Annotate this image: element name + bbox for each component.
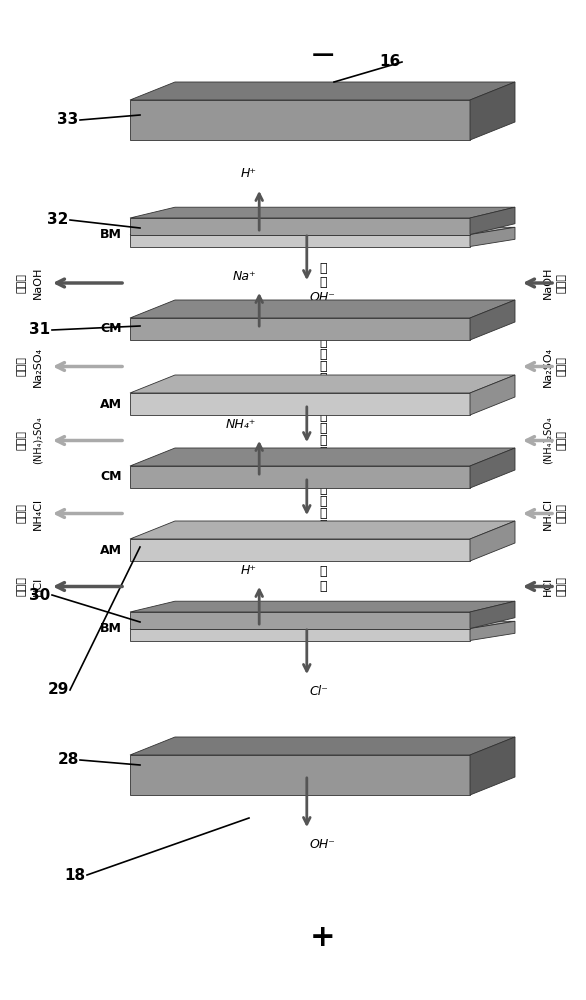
Text: 高浓度: 高浓度 [17,577,27,596]
Text: (NH₄)₂SO₄: (NH₄)₂SO₄ [543,417,553,464]
Text: NH₄⁺: NH₄⁺ [226,418,256,431]
Text: Na⁺: Na⁺ [233,270,256,283]
Text: BM: BM [100,622,122,635]
Polygon shape [130,318,470,340]
Text: H⁺: H⁺ [240,564,256,577]
Text: 室: 室 [320,446,328,459]
Text: 30: 30 [29,587,50,602]
Text: 铵: 铵 [320,434,328,447]
Text: 室: 室 [320,372,328,385]
Text: 18: 18 [64,867,86,882]
Polygon shape [470,207,515,234]
Text: 低浓度: 低浓度 [17,504,27,523]
Text: Cl⁻: Cl⁻ [310,685,329,698]
Polygon shape [470,227,515,246]
Polygon shape [130,100,470,140]
Polygon shape [130,601,515,612]
Text: 28: 28 [57,752,79,768]
Text: CM: CM [101,471,122,484]
Text: H⁺: H⁺ [240,167,256,180]
Text: 32: 32 [47,213,69,228]
Text: 低浓度: 低浓度 [557,431,567,450]
Polygon shape [130,375,515,393]
Text: NH₄Cl: NH₄Cl [543,497,553,530]
Text: 16: 16 [379,54,401,70]
Text: 低浓度: 低浓度 [17,357,27,376]
Polygon shape [130,466,470,488]
Text: 钠: 钠 [320,360,328,373]
Text: OH⁻: OH⁻ [310,838,336,851]
Polygon shape [470,601,515,629]
Text: HCl: HCl [543,577,553,596]
Polygon shape [130,521,515,539]
Polygon shape [130,448,515,466]
Polygon shape [130,300,515,318]
Text: AM: AM [100,397,122,410]
Text: 室: 室 [320,276,328,290]
Polygon shape [130,207,515,218]
Text: 高浓度: 高浓度 [17,431,27,450]
Text: AM: AM [100,544,122,556]
Polygon shape [130,218,470,234]
Text: Na₂SO₄: Na₂SO₄ [543,346,553,387]
Text: Na₂SO₄: Na₂SO₄ [33,346,43,387]
Text: 化: 化 [320,495,328,508]
Polygon shape [130,227,515,234]
Polygon shape [130,393,470,415]
Text: (NH₄)₂SO₄: (NH₄)₂SO₄ [33,417,43,464]
Text: 酸: 酸 [320,422,328,435]
Polygon shape [470,82,515,140]
Text: SO₄²⁻: SO₄²⁻ [310,453,344,466]
Text: 铵: 铵 [320,507,328,520]
Text: +: + [309,924,335,952]
Text: CM: CM [101,322,122,336]
Polygon shape [470,375,515,415]
Text: 碱: 碱 [320,261,328,274]
Text: 33: 33 [57,112,79,127]
Text: 高浓度: 高浓度 [17,273,27,293]
Text: 硫: 硫 [320,410,328,423]
Text: HCl: HCl [33,577,43,596]
Text: 室: 室 [320,580,328,593]
Polygon shape [130,82,515,100]
Text: 室: 室 [320,519,328,532]
Text: NaOH: NaOH [543,267,553,299]
Text: BM: BM [100,228,122,241]
Polygon shape [470,737,515,795]
Text: 氯: 氯 [320,483,328,496]
Polygon shape [470,448,515,488]
Polygon shape [470,621,515,641]
Polygon shape [130,629,470,641]
Text: 酸: 酸 [320,565,328,578]
Text: OH⁻: OH⁻ [310,291,336,304]
Polygon shape [130,755,470,795]
Text: NH₄Cl: NH₄Cl [33,497,43,530]
Text: 31: 31 [29,322,50,338]
Text: —: — [311,45,333,65]
Polygon shape [130,737,515,755]
Text: 低浓度: 低浓度 [557,273,567,293]
Polygon shape [470,521,515,561]
Text: 酸: 酸 [320,348,328,361]
Text: 高浓度: 高浓度 [557,504,567,523]
Text: 低浓度: 低浓度 [557,577,567,596]
Polygon shape [130,234,470,246]
Text: 29: 29 [47,682,69,698]
Polygon shape [130,612,470,629]
Polygon shape [130,539,470,561]
Polygon shape [470,300,515,340]
Text: 高浓度: 高浓度 [557,357,567,376]
Text: NaOH: NaOH [33,267,43,299]
Polygon shape [130,621,515,629]
Text: 硫: 硫 [320,336,328,349]
